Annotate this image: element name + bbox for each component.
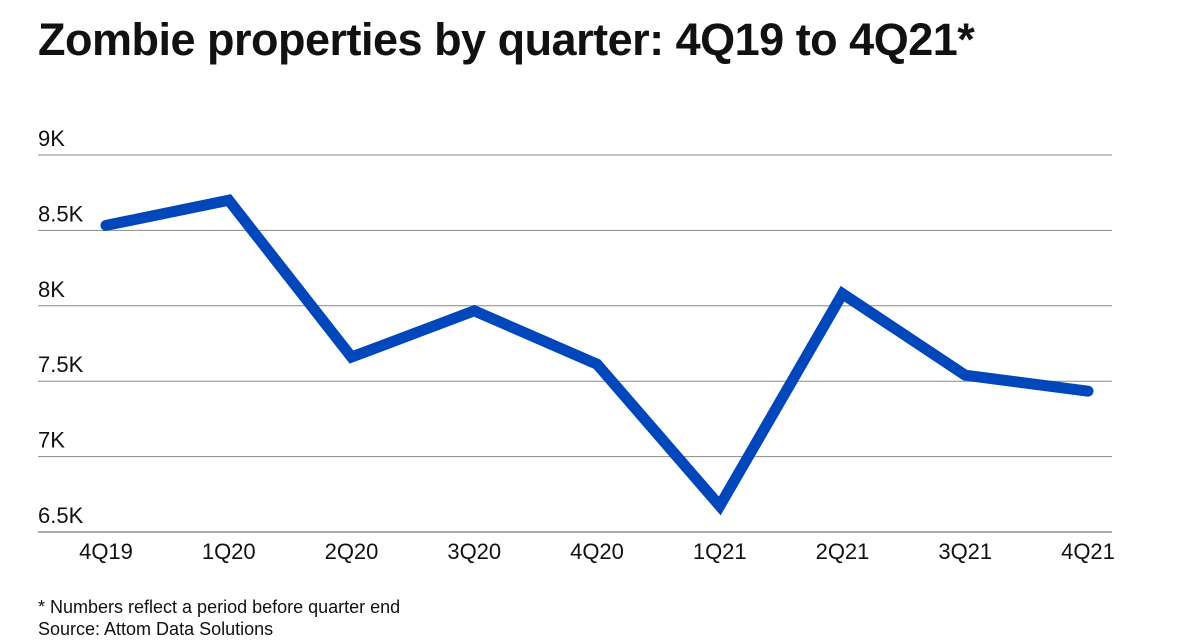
- y-tick-label: 7.5K: [38, 352, 84, 377]
- y-tick-label: 6.5K: [38, 503, 84, 528]
- x-tick-label: 2Q20: [325, 539, 379, 564]
- x-tick-label: 3Q21: [938, 539, 992, 564]
- y-tick-label: 7K: [38, 428, 65, 453]
- y-tick-label: 8.5K: [38, 201, 84, 226]
- x-tick-label: 4Q21: [1061, 539, 1115, 564]
- x-tick-label: 1Q20: [202, 539, 256, 564]
- series-line: [106, 200, 1088, 506]
- x-tick-label: 1Q21: [693, 539, 747, 564]
- x-tick-label: 2Q21: [816, 539, 870, 564]
- x-tick-label: 3Q20: [447, 539, 501, 564]
- x-tick-label: 4Q19: [79, 539, 133, 564]
- footnote: * Numbers reflect a period before quarte…: [38, 597, 400, 618]
- y-tick-label: 8K: [38, 277, 65, 302]
- y-tick-label: 9K: [38, 126, 65, 151]
- x-tick-label: 4Q20: [570, 539, 624, 564]
